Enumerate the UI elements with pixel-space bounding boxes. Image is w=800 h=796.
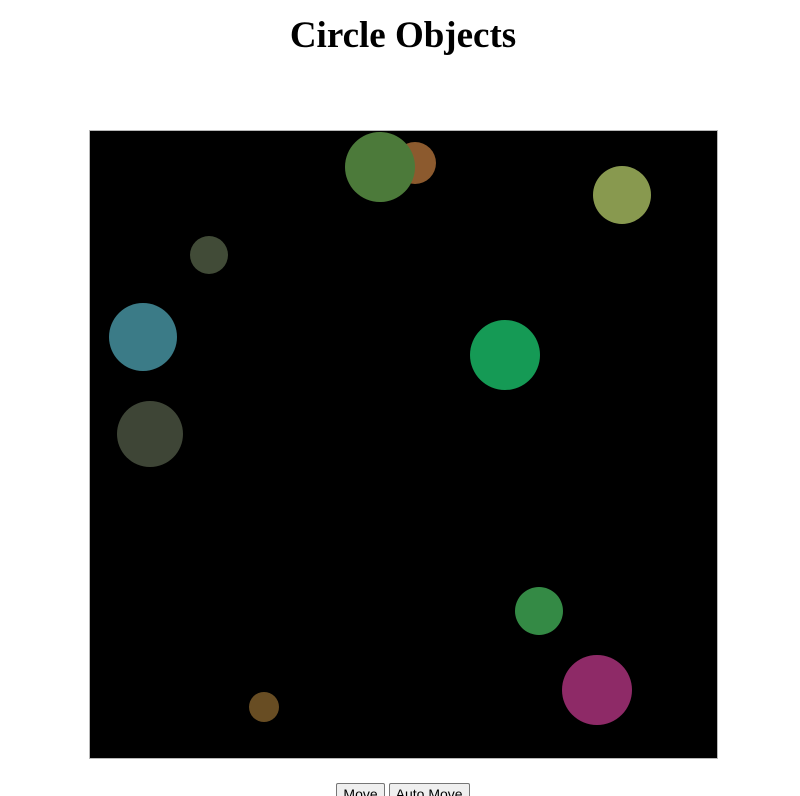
circle-object <box>515 587 563 635</box>
circle-object <box>109 303 177 371</box>
circle-object <box>249 692 279 722</box>
move-button[interactable]: Move <box>336 783 385 796</box>
circle-object <box>593 166 651 224</box>
circle-canvas[interactable] <box>89 130 718 759</box>
circle-canvas-drawing <box>109 132 651 725</box>
controls-bar: Move Auto Move <box>0 783 800 796</box>
auto-move-button[interactable]: Auto Move <box>388 783 470 796</box>
page-title: Circle Objects <box>289 15 517 56</box>
circle-object <box>470 320 540 390</box>
circle-object <box>190 236 228 274</box>
circle-object <box>345 132 415 202</box>
circle-object <box>117 401 183 467</box>
circle-object <box>562 655 632 725</box>
